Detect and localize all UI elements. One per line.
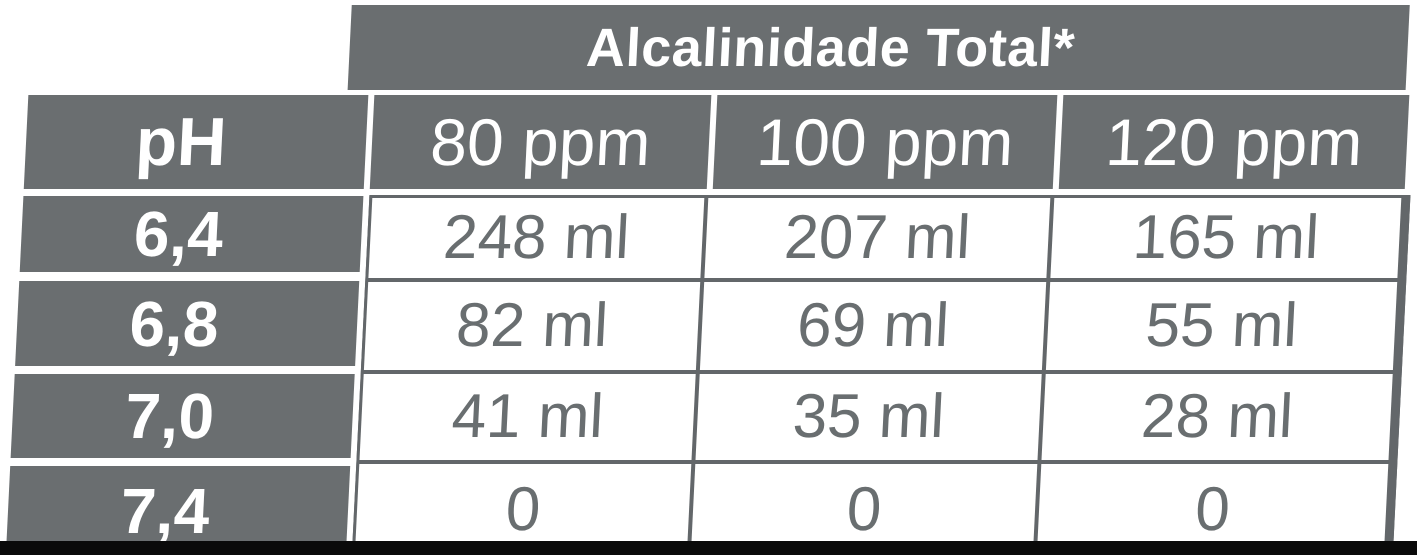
row-header-ph-6-4: 6,4 — [19, 196, 364, 272]
column-header-80ppm: 80 ppm — [369, 95, 712, 189]
column-header-ph: pH — [23, 95, 369, 189]
table-title: Alcalinidade Total* — [347, 5, 1410, 90]
table-cell: 248 ml — [368, 198, 705, 278]
table-cell: 41 ml — [359, 374, 696, 460]
table-cell: 69 ml — [699, 282, 1047, 370]
table-cell: 35 ml — [695, 374, 1042, 460]
data-grid: 248 ml 207 ml 165 ml 82 ml 69 ml 55 ml 4… — [351, 195, 1411, 555]
row-header-ph-7-0: 7,0 — [10, 374, 355, 458]
column-header-100ppm: 100 ppm — [712, 95, 1058, 189]
table-cell: 55 ml — [1045, 282, 1398, 370]
column-header-120ppm: 120 ppm — [1058, 95, 1410, 189]
table-cell: 82 ml — [363, 282, 701, 370]
table-cell: 207 ml — [704, 198, 1051, 278]
table-cell: 165 ml — [1050, 198, 1402, 278]
row-header-ph-6-8: 6,8 — [15, 281, 360, 366]
table-cell: 28 ml — [1041, 374, 1393, 460]
scan-crop-bar — [0, 541, 1417, 555]
